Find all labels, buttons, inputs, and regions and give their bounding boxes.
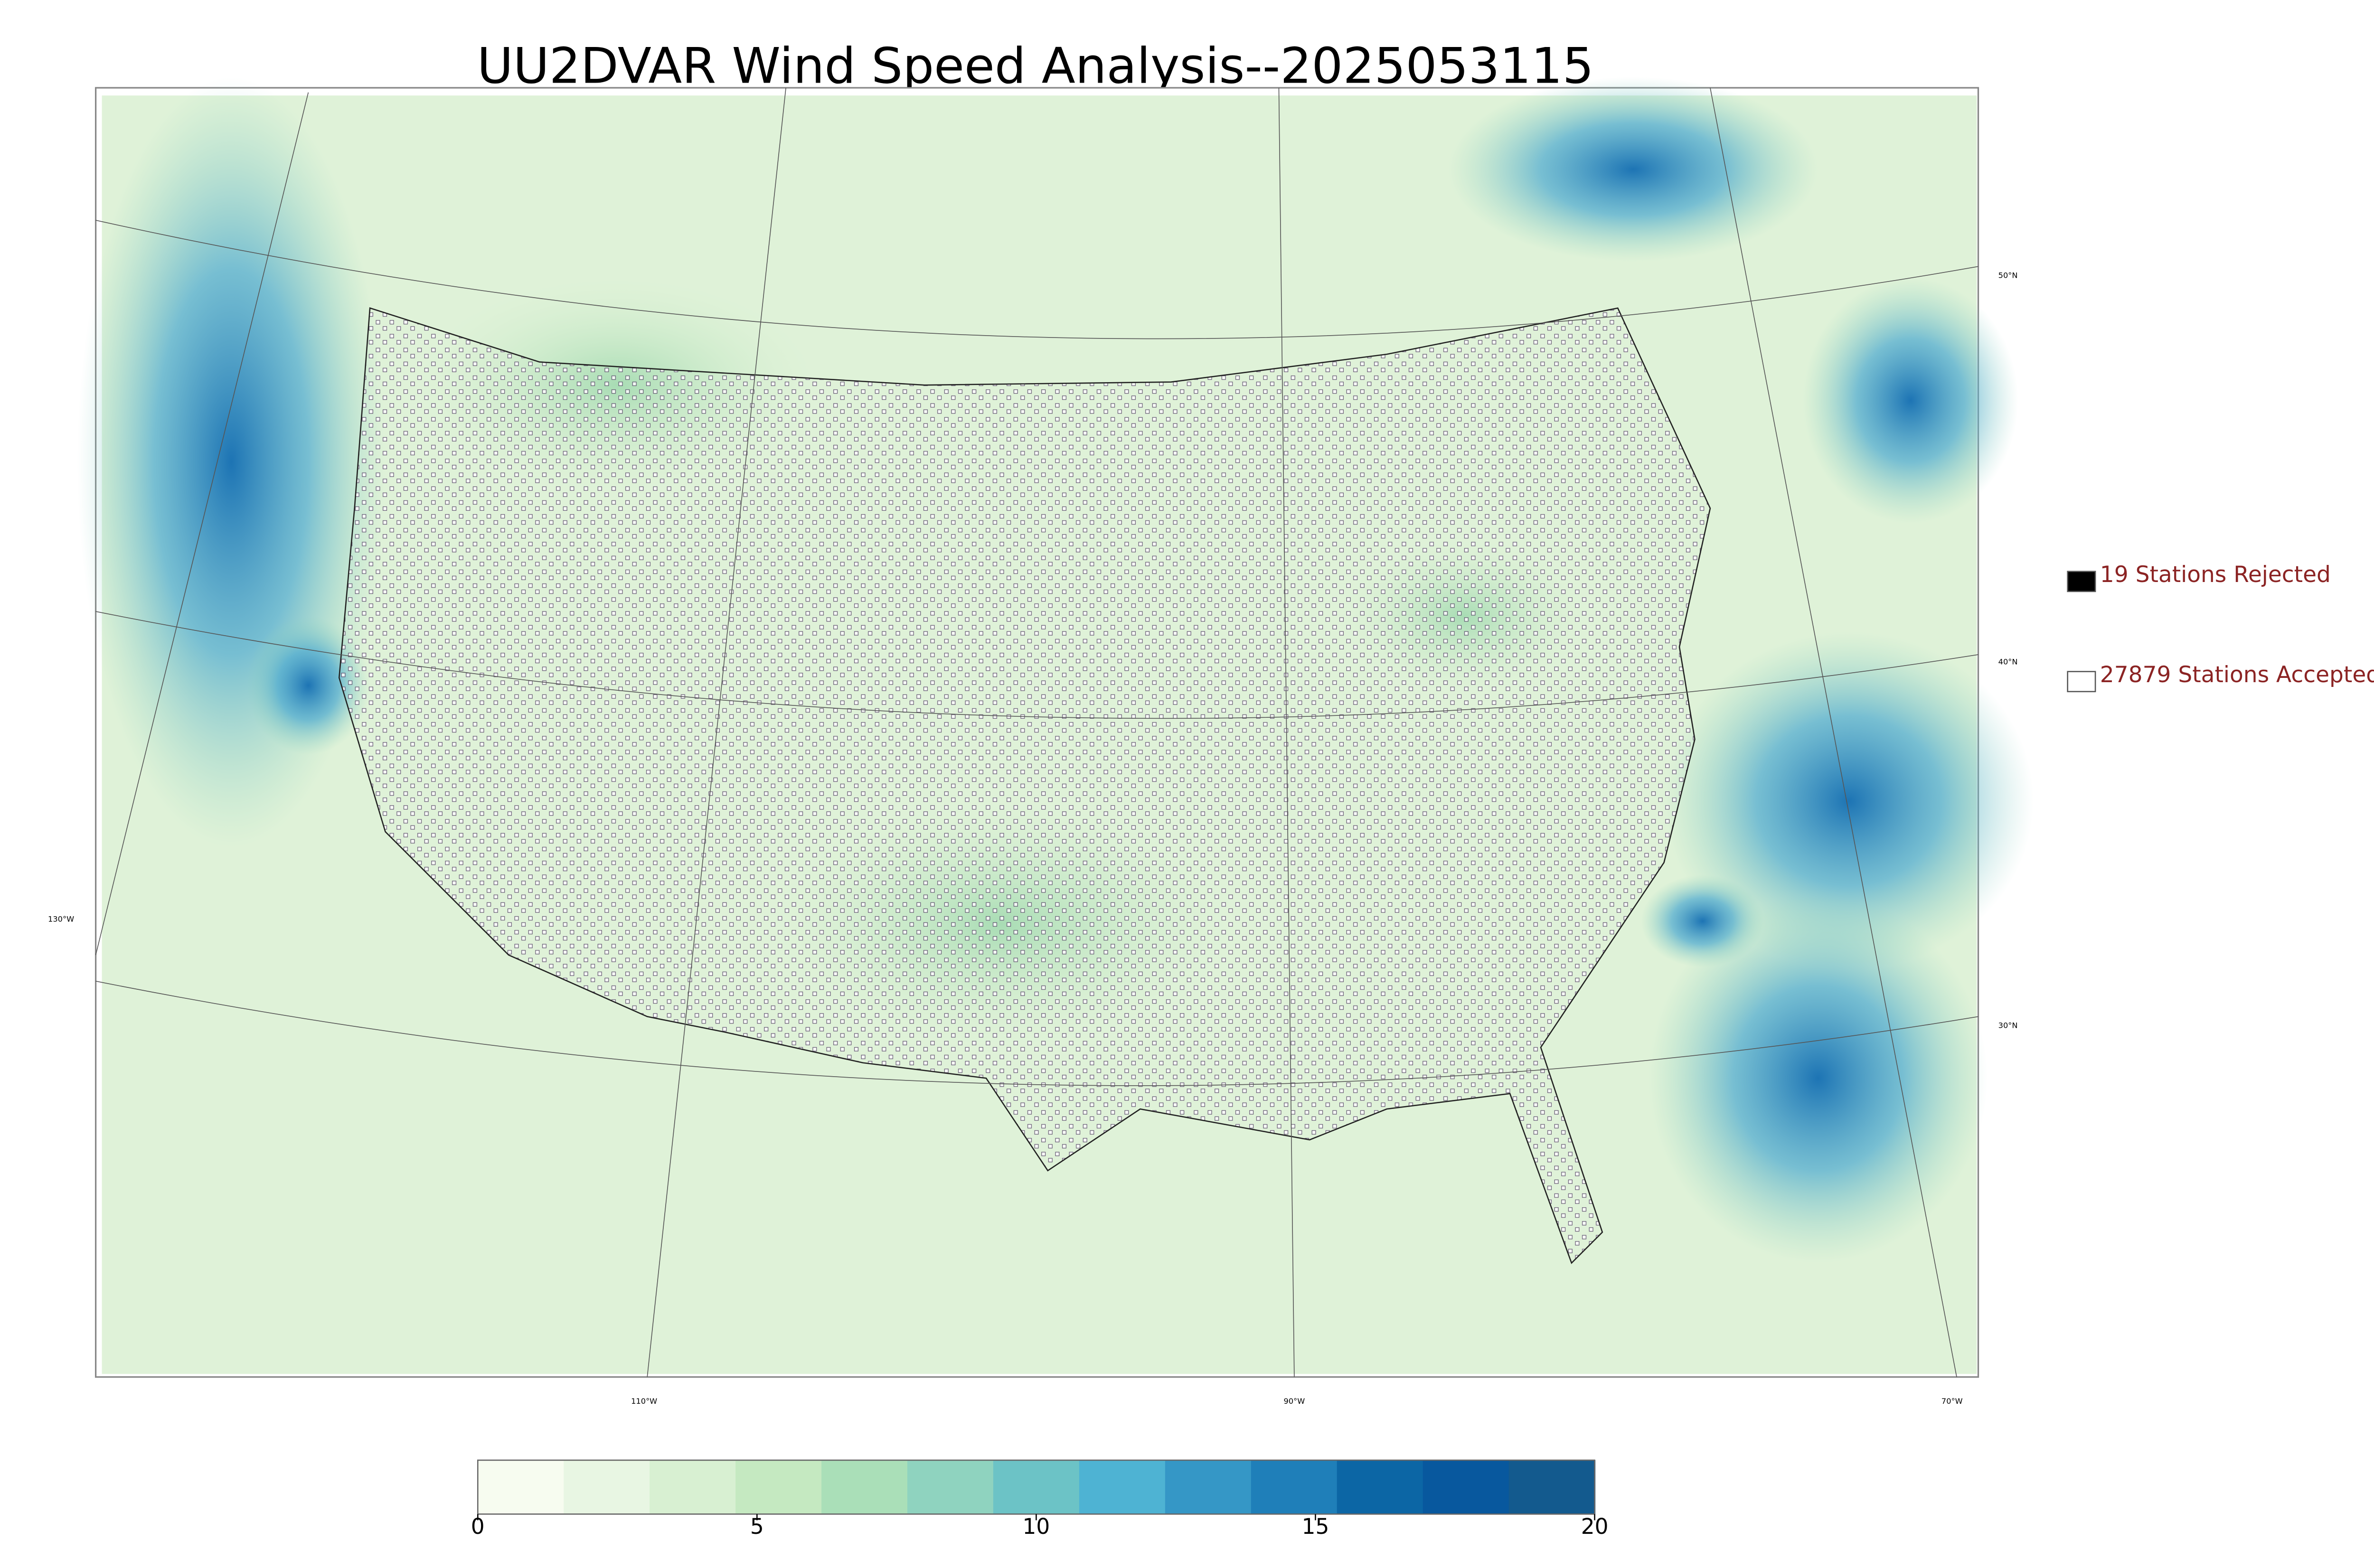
wind-field <box>246 616 370 755</box>
legend-marker <box>2067 671 2096 693</box>
graticule-labels: 50°N 40°N 30°N 130°W 110°W 90°W 70°W <box>48 271 2018 1406</box>
colorbar-segment <box>1251 1460 1338 1514</box>
colorbar-segment <box>993 1460 1080 1514</box>
colorbar-tick-label: 5 <box>750 1514 764 1539</box>
legend: 19 Stations Rejected 27879 Stations Accep… <box>2067 562 2374 693</box>
colorbar-tick-label: 10 <box>1023 1514 1050 1539</box>
colorbar-segment <box>650 1460 736 1514</box>
lat-label: 30°N <box>1998 1021 2018 1030</box>
colorbar-segment <box>907 1460 994 1514</box>
lon-label: 90°W <box>1284 1397 1305 1406</box>
lon-label: 110°W <box>631 1397 657 1406</box>
legend-marker <box>2067 571 2096 592</box>
stations-land <box>338 307 1711 1264</box>
wind-field <box>1802 277 2018 524</box>
lon-label: 130°W <box>48 915 74 924</box>
wind-field <box>1649 893 1988 1263</box>
colorbar-segment <box>1508 1460 1596 1514</box>
colorbar-tick-label: 20 <box>1581 1514 1609 1539</box>
colorbar-segment <box>1337 1460 1424 1514</box>
wind-field <box>1448 77 1818 262</box>
title: UU2DVAR Wind Speed Analysis--2025053115 <box>477 38 1594 94</box>
graticule <box>95 87 1978 1377</box>
legend-label: 27879 Stations Accepted <box>2100 662 2374 688</box>
colorbar-segment <box>821 1460 908 1514</box>
map <box>77 77 2034 1378</box>
colorbar-segment <box>735 1460 822 1514</box>
lat-label: 50°N <box>1998 271 2018 280</box>
colorbar-segment <box>1165 1460 1252 1514</box>
colorbar-segment <box>564 1460 650 1514</box>
colorbar-segment <box>1423 1460 1510 1514</box>
wind-field <box>1664 631 2034 971</box>
colorbar: 0 5 10 15 20 <box>471 1459 1609 1539</box>
colorbar-tick-label: 0 <box>471 1514 485 1539</box>
lat-label: 40°N <box>1998 657 2018 667</box>
lon-label: 70°W <box>1941 1397 1963 1406</box>
colorbar-segment <box>1079 1460 1166 1514</box>
legend-label: 19 Stations Rejected <box>2100 562 2331 588</box>
colorbar-tick-label: 15 <box>1302 1514 1329 1539</box>
colorbar-segment <box>478 1460 565 1514</box>
